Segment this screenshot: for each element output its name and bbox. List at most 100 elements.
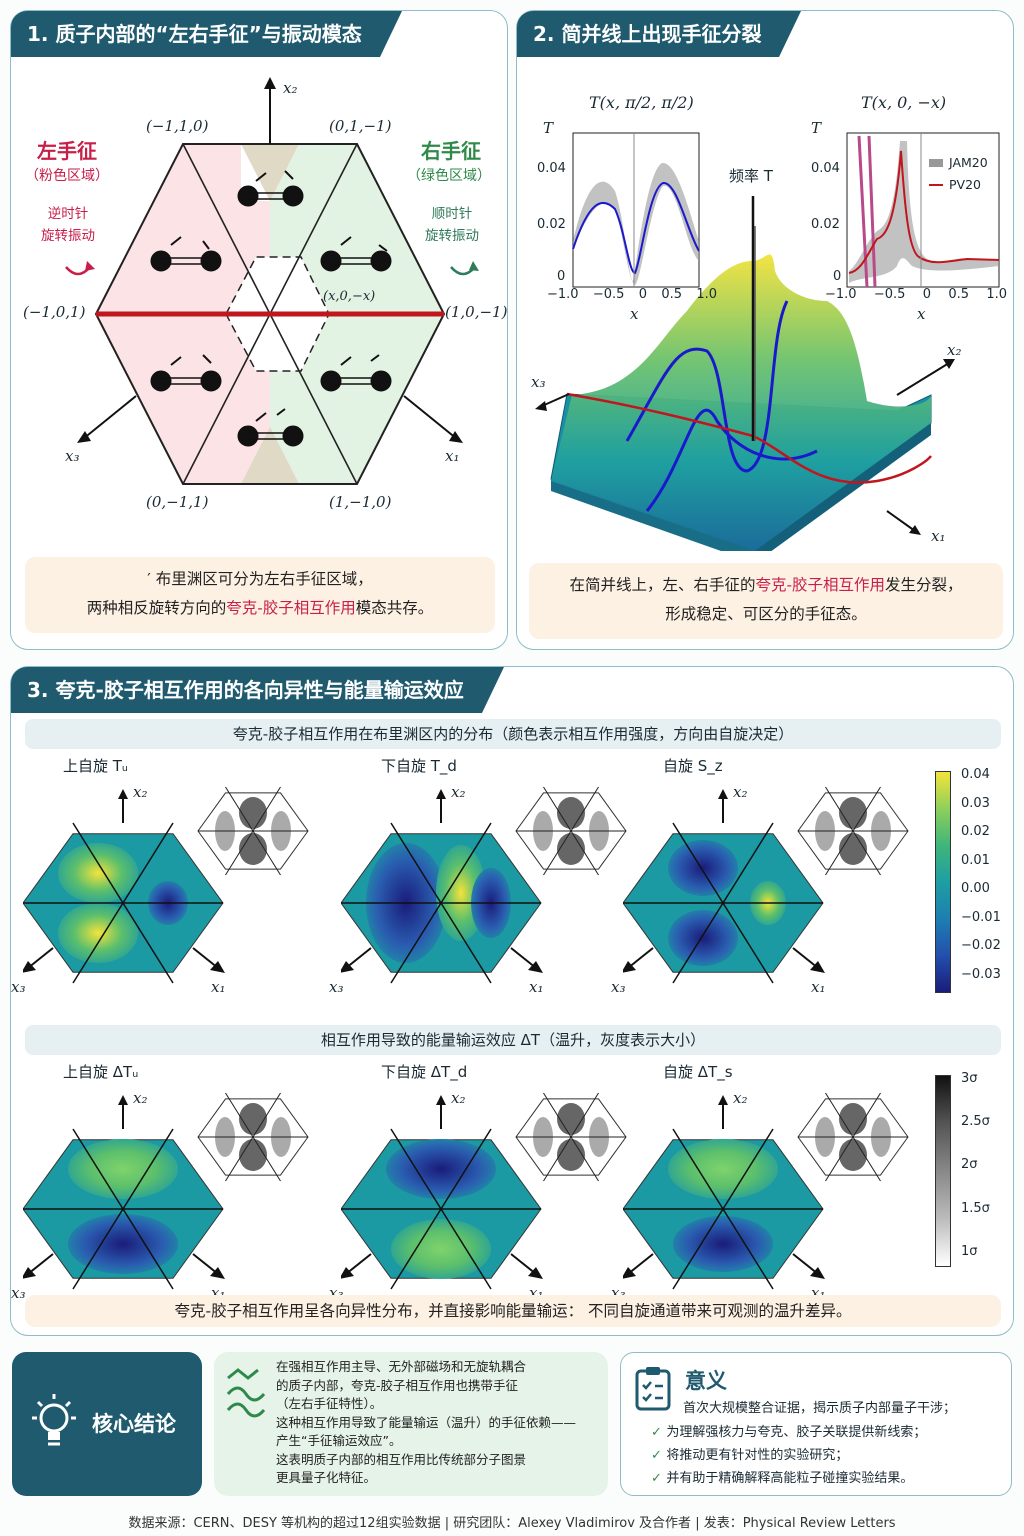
- panel-splitting: 2. 简并线上出现手征分裂: [516, 10, 1014, 650]
- right-chirality-sub: （绿色区域）: [407, 168, 491, 184]
- vertex-right: (1,0,−1): [445, 303, 508, 321]
- hex-map-u: [23, 786, 309, 984]
- inset1-ylabel: T: [543, 119, 554, 137]
- legend-jam20: JAM20: [949, 155, 988, 170]
- surface-plot: [535, 132, 1000, 551]
- inset2-xlabel: x: [917, 305, 926, 323]
- hex-map-du: [23, 1092, 309, 1290]
- conclusion-box: 在强相互作用主导、无外部磁场和无旋轨耦合 的质子内部，夸克-胶子相互作用也携带手征…: [214, 1352, 608, 1496]
- map-axis-x2: x₂: [133, 783, 148, 801]
- panel1-title: 1. 质子内部的“左右手征”与振动模态: [11, 11, 402, 57]
- panel3-title: 3. 夸克-胶子相互作用的各向异性与能量输运效应: [11, 667, 504, 713]
- significance-title: 意义: [685, 1369, 727, 1393]
- map-axis-x2: x₂: [451, 1089, 466, 1107]
- vertex-bottom-left: (0,−1,1): [146, 493, 209, 511]
- map-title: 下自旋 ΔT_d: [381, 1063, 468, 1081]
- panel2-title: 2. 简并线上出现手征分裂: [517, 11, 803, 57]
- hex-map-s: [623, 786, 909, 984]
- map-axis-x3: x₃: [329, 978, 344, 996]
- dumbbell-right-up: [320, 236, 392, 272]
- map-title: 下自旋 T_d: [381, 757, 457, 775]
- hex-map-dd: [341, 1092, 627, 1290]
- inset1-ytick-0: 0.04: [537, 161, 566, 176]
- colorbar-tick: 0.04: [961, 767, 990, 782]
- conclusion-line: 产生“手征输运效应”。: [276, 1433, 402, 1448]
- vertex-top-left: (−1,1,0): [146, 117, 209, 135]
- axis-x2-label: x₂: [283, 79, 298, 97]
- panel3-caption: 夸克-胶子相互作用呈各向异性分布，并直接影响能量输运： 不同自旋通道带来可观测的…: [25, 1295, 1001, 1327]
- right-chirality-title: 右手征: [421, 139, 481, 163]
- surface-axis-x1: x₁: [931, 527, 946, 545]
- inset1-xlabel: x: [630, 305, 639, 323]
- surface-axis-x2: x₂: [947, 341, 962, 359]
- colorbar-tick: −0.03: [961, 966, 1001, 982]
- conclusion-line: 这种相互作用导致了能量输运（温升）的手征依赖——: [276, 1414, 577, 1430]
- colorbar-tick: 0.02: [961, 824, 990, 840]
- map-axis-x3: x₃: [611, 978, 626, 996]
- map-axis-x1: x₁: [811, 978, 826, 996]
- inset2-ytick-2: 0: [833, 269, 842, 284]
- significance-item: ✓ 并有助于精确解释高能粒子碰撞实验结果。: [651, 1471, 914, 1486]
- colorbar-tick: 0.03: [961, 795, 990, 811]
- inset1-title: T(x, π/2, π/2): [589, 93, 694, 112]
- hexagon-diagram: [65, 77, 479, 485]
- legend-pv20: PV20: [949, 177, 981, 192]
- inset1-ytick-1: 0.02: [537, 217, 566, 232]
- panel1-caption: ′ 布里渊区可分为左右手征区域， 两种相反旋转方向的夸克-胶子相互作用模态共存。: [25, 557, 495, 633]
- inset1-curve: [572, 182, 700, 275]
- map-axis-x2: x₂: [733, 1089, 748, 1107]
- map-title: 上自旋 ΔTᵤ: [63, 1063, 139, 1081]
- inset1-xticks: −1.0 −0.5 0 0.5 1.0: [547, 287, 717, 302]
- map-axis-x2: x₂: [133, 1089, 148, 1107]
- hex-map-ds: [623, 1092, 909, 1290]
- left-chirality-title: 左手征: [37, 139, 97, 163]
- conclusion-line: 更具量子化特征。: [276, 1470, 377, 1485]
- map-axis-x3: x₃: [11, 978, 26, 996]
- inset1-ytick-2: 0: [557, 269, 566, 284]
- map-title: 自旋 S_z: [663, 757, 723, 775]
- panel-chirality: 1. 质子内部的“左右手征”与振动模态: [10, 10, 508, 650]
- panel2-caption: 在简并线上，左、右手征的夸克-胶子相互作用发生分裂， 形成稳定、可区分的手征态。: [529, 563, 1003, 639]
- significance-intro: 首次大规模整合证据，揭示质子内部量子干涉；: [683, 1401, 957, 1416]
- significance-list: ✓ 为理解强核力与夸克、胶子关联提供新线索； ✓ 将推动更有针对性的实验研究； ✓ …: [651, 1421, 926, 1490]
- map-axis-x2: x₂: [451, 783, 466, 801]
- map-title: 上自旋 Tᵤ: [63, 757, 129, 775]
- inset-plot-1: [572, 132, 700, 288]
- inset2-xticks: −1.0 −0.5 0 0.5 1.0: [825, 287, 1007, 302]
- lightbulb-icon: [32, 1394, 76, 1446]
- colorbar-tick: 2σ: [961, 1157, 978, 1173]
- inset2-ytick-0: 0.04: [811, 161, 840, 176]
- colorbar-interaction: [935, 771, 951, 993]
- colorbar-tick: 2.5σ: [961, 1114, 990, 1130]
- colorbar-tick: 1.5σ: [961, 1200, 990, 1216]
- left-rotation-label: 逆时针 旋转振动: [41, 206, 95, 244]
- left-chirality-sub: （粉色区域）: [25, 168, 109, 184]
- colorbar-tick: 0.00: [961, 881, 990, 897]
- vertex-bottom-right: (1,−1,0): [329, 493, 392, 511]
- colorbar-tick: 1σ: [961, 1243, 978, 1259]
- dumbbell-left-down: [150, 354, 222, 392]
- right-rotation-label: 顺时针 旋转振动: [425, 206, 479, 244]
- check-icon: ✓: [651, 1471, 667, 1486]
- significance-item: ✓ 将推动更有针对性的实验研究；: [651, 1448, 849, 1463]
- axis-x1-label: x₁: [445, 447, 460, 465]
- significance-item: ✓ 为理解强核力与夸克、胶子关联提供新线索；: [651, 1425, 927, 1440]
- conclusion-line: 的质子内部，夸克-胶子相互作用也携带手征: [276, 1377, 519, 1393]
- check-icon: ✓: [651, 1448, 667, 1463]
- significance-box: 意义 首次大规模整合证据，揭示质子内部量子干涉； ✓ 为理解强核力与夸克、胶子关…: [620, 1352, 1012, 1496]
- axis-x3-label: x₃: [65, 447, 80, 465]
- surface-peak: [551, 254, 931, 551]
- hex-map-d: [341, 786, 627, 984]
- vertex-top-right: (0,1,−1): [329, 117, 392, 135]
- colorbar-transport: [935, 1075, 951, 1267]
- conclusion-title: 核心结论: [92, 1412, 176, 1436]
- vertex-left: (−1,0,1): [23, 303, 86, 321]
- center-point-label: (x,0,−x): [323, 289, 376, 304]
- panel-anisotropy: 3. 夸克-胶子相互作用的各向异性与能量输运效应 夸克-胶子相互作用在布里渊区内…: [10, 666, 1014, 1336]
- map-axis-x3: x₃: [11, 1284, 26, 1302]
- conclusion-line: 这表明质子内部的相互作用比传统部分子图景: [276, 1451, 527, 1467]
- colorbar-tick: −0.01: [961, 909, 1001, 925]
- map-axis-x1: x₁: [211, 978, 226, 996]
- dumbbell-top: [237, 170, 304, 207]
- conclusion-badge: 核心结论: [12, 1352, 202, 1496]
